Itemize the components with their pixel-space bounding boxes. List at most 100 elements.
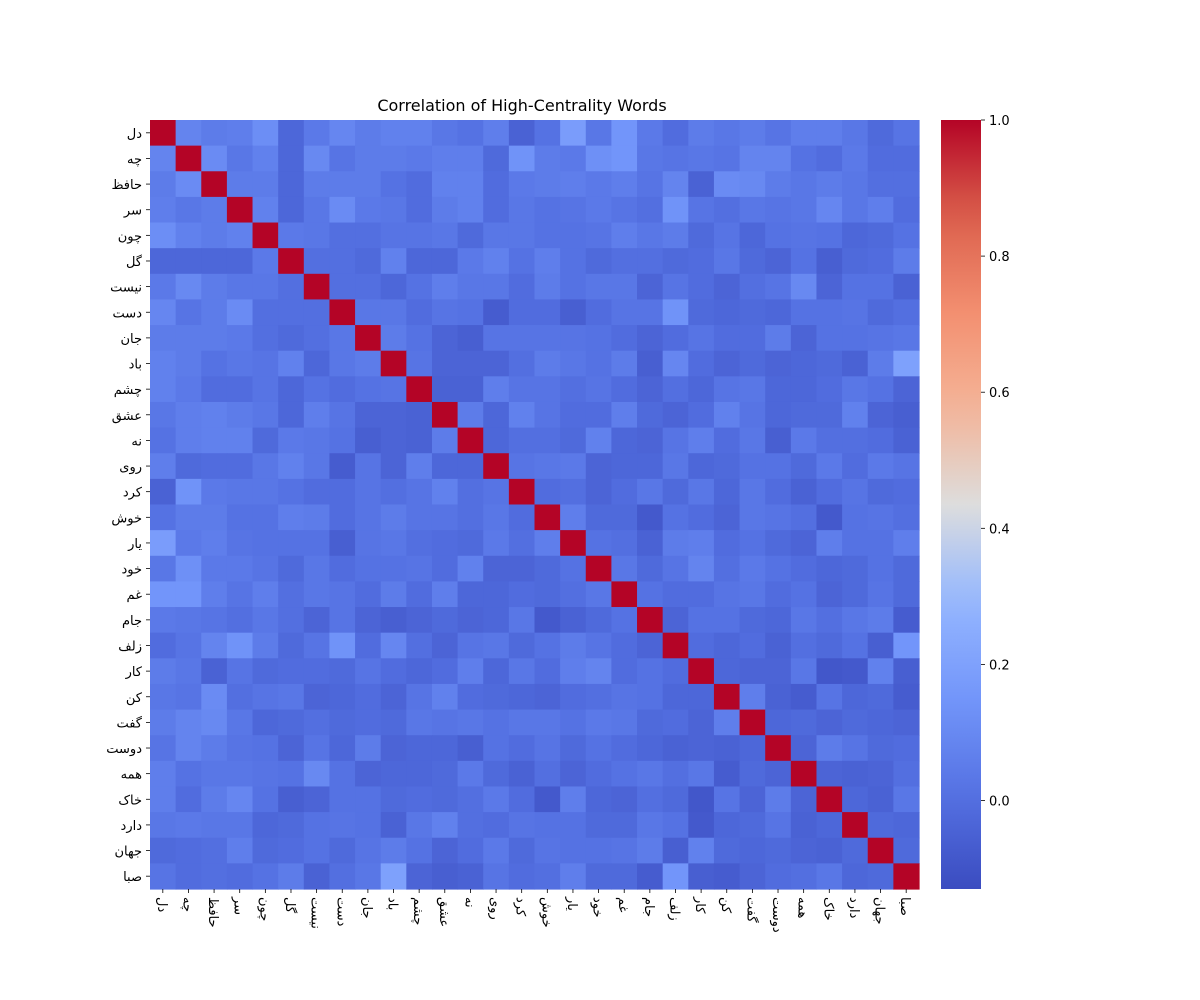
heatmap-cell bbox=[585, 735, 612, 762]
heatmap-cell bbox=[867, 709, 894, 736]
heatmap-cell bbox=[611, 248, 638, 275]
heatmap-cell bbox=[893, 120, 920, 147]
heatmap-cell bbox=[278, 530, 305, 557]
heatmap-cell bbox=[406, 735, 433, 762]
heatmap-cell bbox=[278, 863, 305, 890]
heatmap-cell bbox=[457, 453, 484, 480]
heatmap-cell bbox=[175, 812, 202, 839]
heatmap-cell bbox=[226, 632, 254, 659]
heatmap-cell bbox=[893, 760, 920, 788]
heatmap-cell bbox=[816, 171, 843, 198]
heatmap-cell bbox=[585, 786, 612, 813]
heatmap-cell bbox=[431, 837, 459, 864]
heatmap-cell bbox=[355, 350, 382, 377]
heatmap-cell bbox=[867, 222, 894, 249]
heatmap-cell bbox=[278, 555, 305, 582]
heatmap-cell bbox=[713, 632, 741, 659]
heatmap-cell bbox=[842, 658, 869, 685]
y-axis-ticks: دل چه حافظ سر چون گل نیست دست جان باد چشم عشق نه روی ک… bbox=[106, 127, 150, 885]
heatmap-cell bbox=[278, 350, 305, 377]
heatmap-cell bbox=[688, 555, 715, 582]
heatmap-cell bbox=[226, 530, 254, 557]
heatmap-cell bbox=[560, 453, 587, 480]
heatmap-cell bbox=[560, 530, 587, 557]
heatmap-cell bbox=[585, 478, 612, 506]
heatmap-cell bbox=[611, 658, 638, 685]
heatmap-cell bbox=[483, 760, 510, 788]
heatmap-cell bbox=[790, 607, 818, 634]
heatmap-cell bbox=[713, 350, 741, 377]
heatmap-cell bbox=[713, 530, 741, 557]
heatmap-cell bbox=[765, 248, 792, 275]
heatmap-cell bbox=[329, 760, 356, 788]
heatmap-cell bbox=[637, 581, 664, 608]
heatmap-cell bbox=[483, 735, 510, 762]
heatmap-cell bbox=[431, 863, 459, 890]
heatmap-cell bbox=[278, 683, 305, 711]
heatmap-cell bbox=[842, 427, 869, 454]
heatmap-cell bbox=[355, 299, 382, 326]
heatmap-cell bbox=[867, 478, 894, 506]
heatmap-cell bbox=[355, 504, 382, 531]
heatmap-cell bbox=[739, 453, 766, 480]
heatmap-cell bbox=[688, 632, 715, 659]
heatmap-cell bbox=[355, 196, 382, 224]
heatmap-cell bbox=[329, 120, 356, 147]
heatmap-cell bbox=[842, 196, 869, 224]
heatmap-cell bbox=[201, 453, 228, 480]
heatmap-cell bbox=[226, 196, 254, 224]
heatmap-cell bbox=[431, 632, 459, 659]
heatmap-cell bbox=[226, 658, 254, 685]
y-tick-label: چون bbox=[118, 229, 142, 244]
heatmap-cell bbox=[406, 145, 433, 172]
heatmap-cell bbox=[508, 837, 536, 864]
heatmap-cell bbox=[842, 683, 869, 711]
heatmap-cell bbox=[380, 812, 407, 839]
heatmap-cell bbox=[278, 171, 305, 198]
colorbar-tick-label: 0.0 bbox=[989, 795, 1010, 810]
heatmap-cell bbox=[406, 581, 433, 608]
heatmap-cell bbox=[739, 709, 766, 736]
chart-title: Correlation of High-Centrality Words bbox=[377, 96, 666, 115]
heatmap-cell bbox=[175, 222, 202, 249]
heatmap-cell bbox=[816, 196, 843, 224]
y-tick-label: همه bbox=[121, 768, 142, 783]
heatmap-cell bbox=[637, 812, 664, 839]
heatmap-cell bbox=[842, 812, 869, 839]
heatmap-cell bbox=[611, 376, 638, 403]
heatmap-cell bbox=[842, 376, 869, 403]
heatmap-cell bbox=[585, 222, 612, 249]
heatmap-cell bbox=[483, 248, 510, 275]
heatmap-cell bbox=[867, 812, 894, 839]
heatmap-cell bbox=[688, 504, 715, 531]
heatmap-cell bbox=[893, 401, 920, 429]
heatmap-cell bbox=[662, 632, 689, 659]
heatmap-cell bbox=[329, 299, 356, 326]
heatmap-cell bbox=[278, 607, 305, 634]
heatmap-cell bbox=[508, 299, 536, 326]
heatmap-cell bbox=[688, 581, 715, 608]
heatmap-cell bbox=[765, 273, 792, 301]
heatmap-cell bbox=[585, 273, 612, 301]
heatmap-cell bbox=[252, 350, 279, 377]
heatmap-cell bbox=[380, 325, 407, 352]
heatmap-cell bbox=[765, 735, 792, 762]
heatmap-cell bbox=[329, 248, 356, 275]
heatmap-cell bbox=[560, 171, 587, 198]
heatmap-cell bbox=[252, 376, 279, 403]
heatmap-cell bbox=[329, 273, 356, 301]
heatmap-cell bbox=[893, 299, 920, 326]
heatmap-cell bbox=[150, 453, 177, 480]
heatmap-cell bbox=[560, 325, 587, 352]
heatmap-cell bbox=[739, 581, 766, 608]
heatmap-cell bbox=[662, 735, 689, 762]
x-tick-label: کار bbox=[692, 896, 707, 914]
heatmap-cell bbox=[252, 222, 279, 249]
heatmap-cell bbox=[252, 196, 279, 224]
heatmap-cell bbox=[201, 120, 228, 147]
heatmap-cell bbox=[893, 350, 920, 377]
heatmap-cell bbox=[867, 863, 894, 890]
heatmap-cell bbox=[355, 735, 382, 762]
heatmap-cell bbox=[867, 401, 894, 429]
heatmap-cell bbox=[278, 658, 305, 685]
